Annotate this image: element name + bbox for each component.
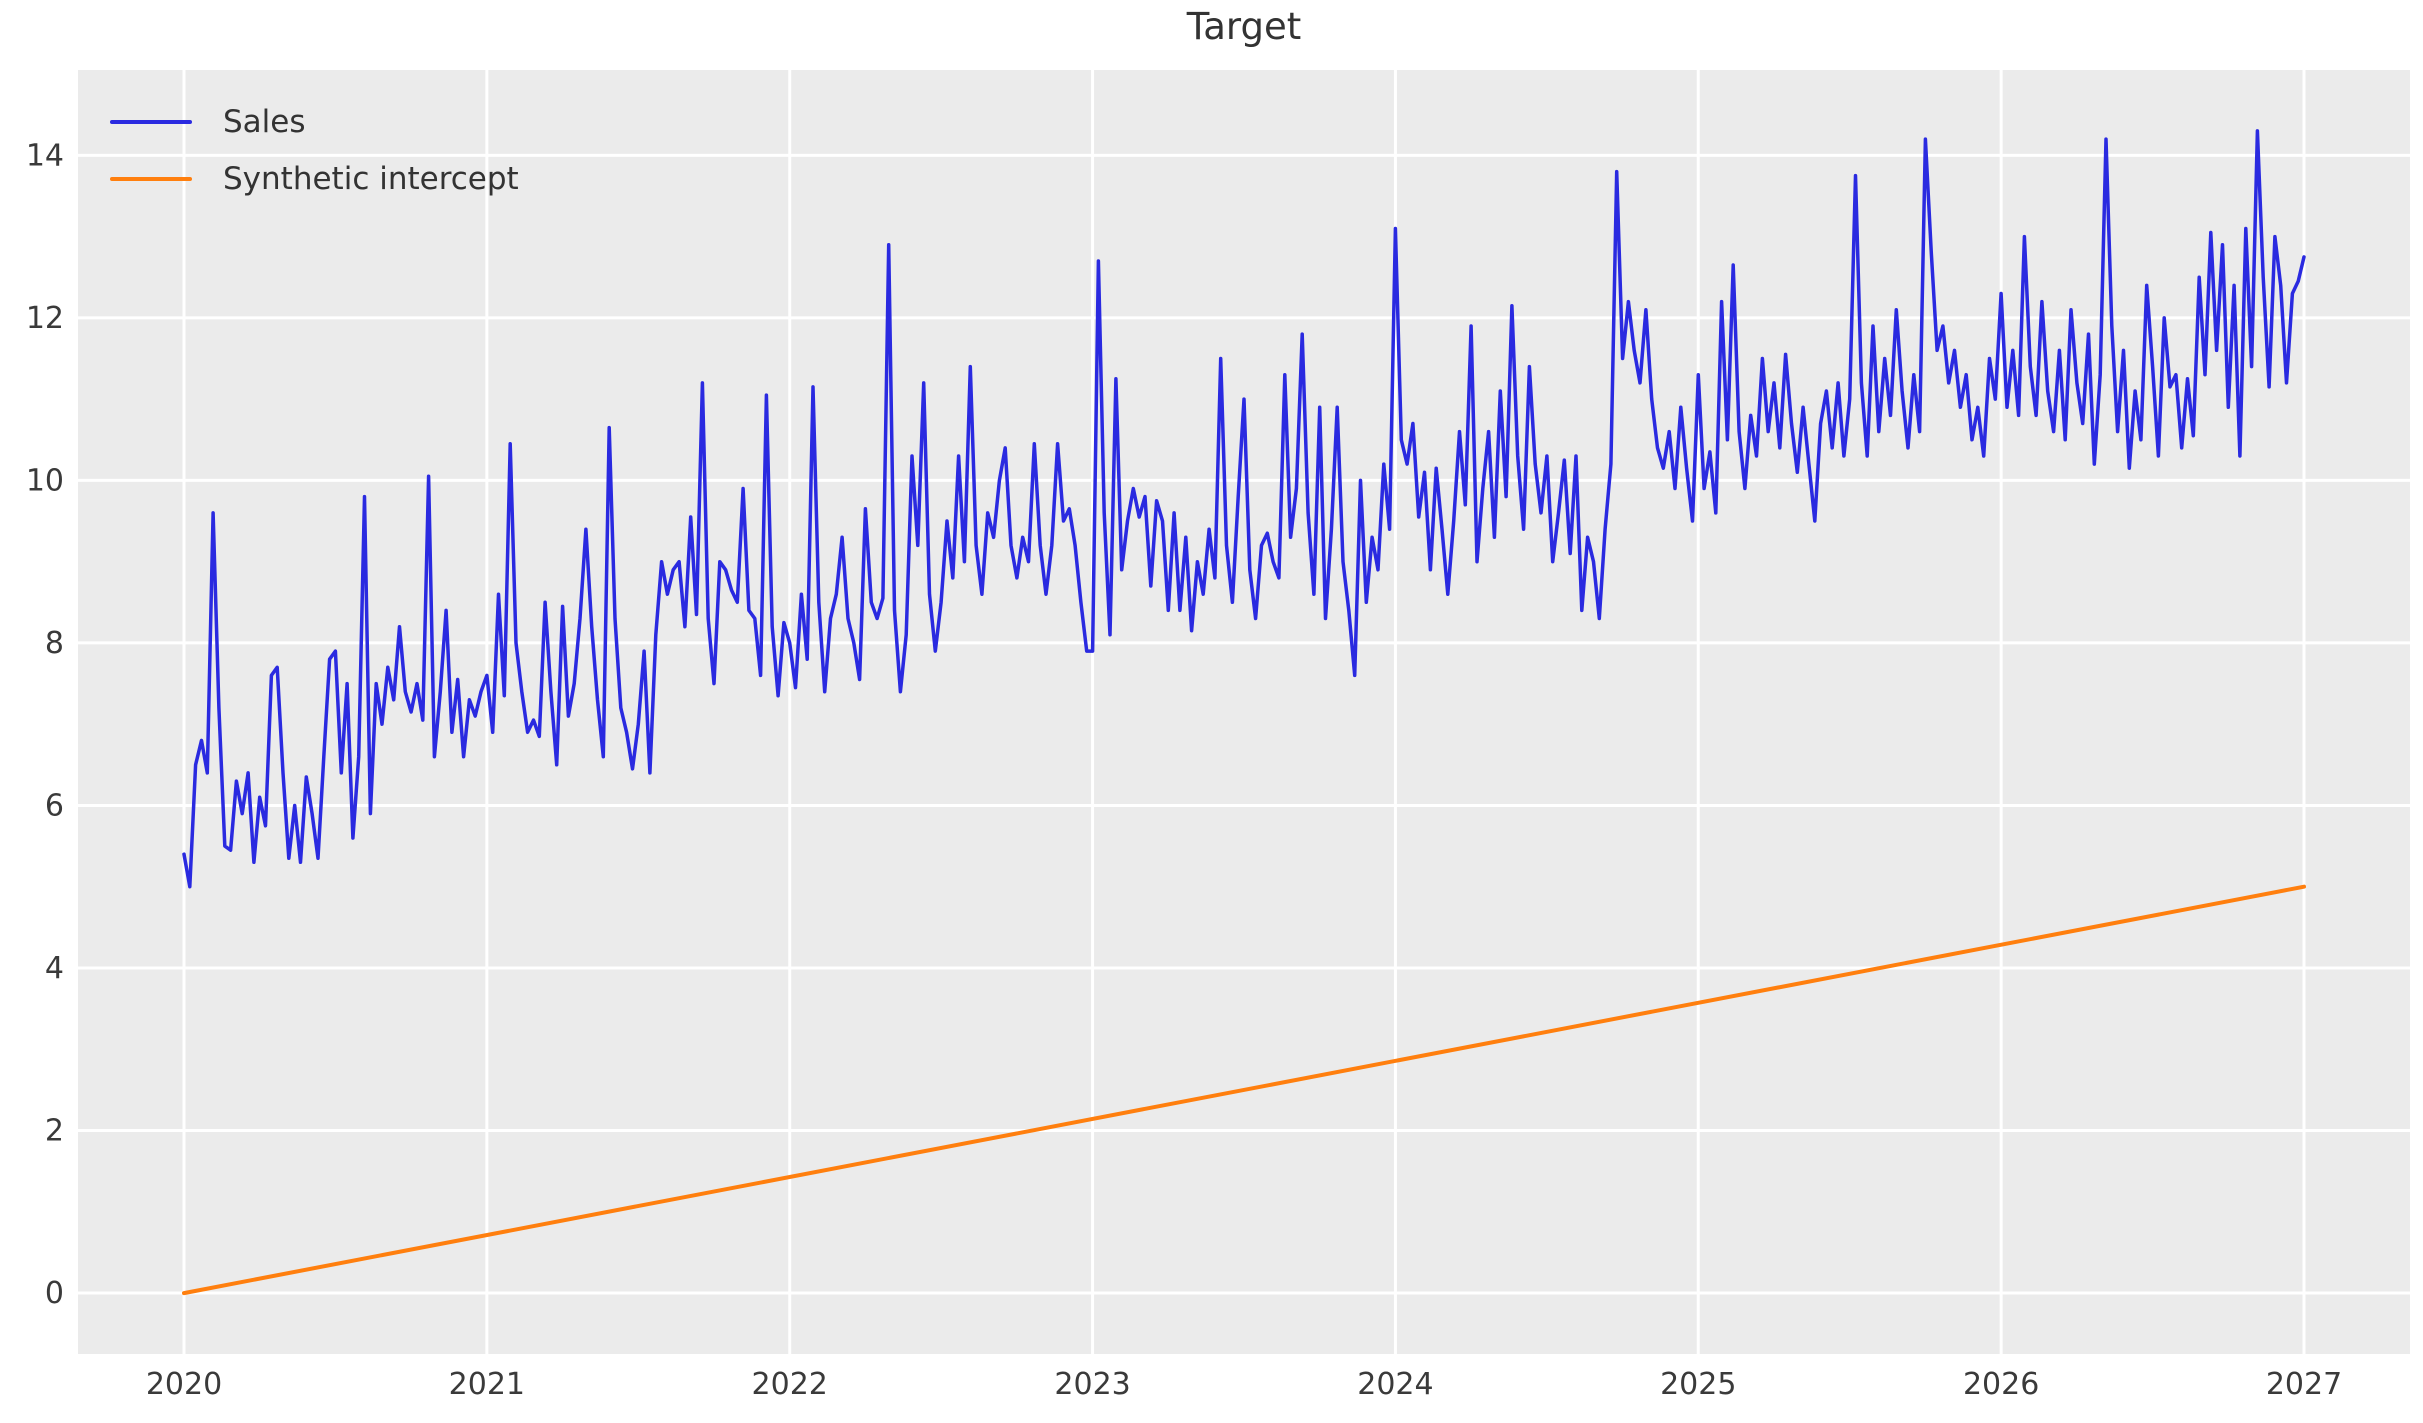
y-tick-14: 14 bbox=[26, 138, 64, 173]
x-tick-2022: 2022 bbox=[752, 1367, 828, 1402]
x-tick-2025: 2025 bbox=[1660, 1367, 1736, 1402]
legend-label-synthetic-intercept: Synthetic intercept bbox=[223, 160, 519, 197]
y-tick-12: 12 bbox=[26, 301, 64, 336]
y-tick-2: 2 bbox=[45, 1114, 64, 1149]
x-tick-2024: 2024 bbox=[1357, 1367, 1433, 1402]
x-tick-2021: 2021 bbox=[449, 1367, 525, 1402]
y-tick-0: 0 bbox=[45, 1276, 64, 1311]
y-tick-6: 6 bbox=[45, 788, 64, 823]
series-lines bbox=[182, 129, 2306, 1296]
series-line-sales bbox=[182, 129, 2306, 889]
chart-title: Target bbox=[1186, 5, 1302, 48]
y-tick-8: 8 bbox=[45, 626, 64, 661]
legend-label-sales: Sales bbox=[223, 103, 306, 140]
sales-line-swatch bbox=[110, 119, 192, 124]
x-tick-2027: 2027 bbox=[2266, 1367, 2342, 1402]
x-tick-2020: 2020 bbox=[146, 1367, 222, 1402]
y-axis-tick-labels: 0 2 4 6 8 10 12 14 bbox=[26, 138, 64, 1311]
legend-item-sales: Sales bbox=[110, 93, 519, 150]
x-tick-2023: 2023 bbox=[1054, 1367, 1130, 1402]
plot-background bbox=[78, 70, 2410, 1354]
series-line-synthetic-intercept bbox=[182, 884, 2306, 1296]
legend: Sales Synthetic intercept bbox=[110, 93, 519, 207]
gridlines bbox=[78, 70, 2410, 1354]
x-tick-2026: 2026 bbox=[1963, 1367, 2039, 1402]
x-axis-tick-labels: 2020 2021 2022 2023 2024 2025 2026 2027 bbox=[146, 1367, 2342, 1402]
y-tick-4: 4 bbox=[45, 951, 64, 986]
synthetic-intercept-line-swatch bbox=[110, 176, 192, 181]
y-tick-10: 10 bbox=[26, 463, 64, 498]
legend-item-synthetic-intercept: Synthetic intercept bbox=[110, 150, 519, 207]
